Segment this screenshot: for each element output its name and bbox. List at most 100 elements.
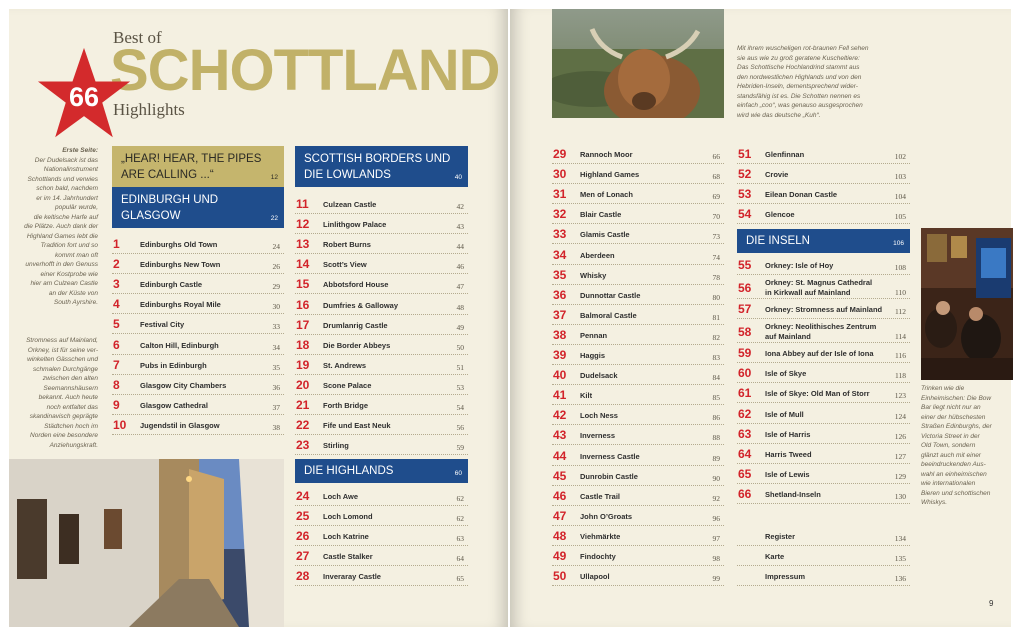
toc-entry[interactable]: 35 Whisky 78 <box>552 265 724 285</box>
toc-entry[interactable]: 34 Aberdeen 74 <box>552 245 724 265</box>
toc-entry[interactable]: 48 Viehmärkte 97 <box>552 526 724 546</box>
toc-entry[interactable]: 33 Glamis Castle 73 <box>552 224 724 244</box>
toc-entry[interactable]: 58 Orkney: Neolithisches Zentrum auf Mainl… <box>737 319 910 343</box>
toc-entry[interactable]: 5 Festival City 33 <box>112 314 284 334</box>
entry-label: Blair Castle <box>580 210 621 219</box>
toc-entry[interactable]: 39 Haggis 83 <box>552 345 724 365</box>
toc-entry[interactable]: 10 Jugendstil in Glasgow 38 <box>112 415 284 435</box>
toc-entry[interactable]: 51 Glenfinnan 102 <box>737 144 910 164</box>
entry-number: 24 <box>296 489 310 503</box>
toc-entry[interactable]: 9 Glasgow Cathedral 37 <box>112 395 284 415</box>
entry-page: 74 <box>712 253 721 262</box>
entry-number: 28 <box>296 569 310 583</box>
caption-line: Bar liegt nicht nur an <box>921 404 981 411</box>
toc-entry[interactable]: 40 Dudelsack 84 <box>552 365 724 385</box>
entry-number: 44 <box>553 449 567 463</box>
toc-entry[interactable]: 52 Crovie 103 <box>737 164 910 184</box>
toc-entry[interactable]: 54 Glencoe 105 <box>737 204 910 224</box>
caption-line: wahl an einheimischen <box>921 470 987 478</box>
toc-entry[interactable]: 7 Pubs in Edinburgh 35 <box>112 355 284 375</box>
entry-number: 10 <box>113 418 127 432</box>
toc-entry[interactable]: 26 Loch Katrine 63 <box>295 526 468 546</box>
section-highlands-header[interactable]: DIE HIGHLANDS 60 <box>295 459 468 483</box>
entry-label-line: Aberdeen <box>580 251 615 260</box>
toc-entry[interactable]: 62 Isle of Mull 124 <box>737 404 910 424</box>
toc-entry[interactable]: 14 Scott’s View 46 <box>295 254 468 274</box>
toc-entry[interactable]: 23 Stirling 59 <box>295 435 468 455</box>
toc-entry[interactable]: 56 Orkney: St. Magnus Cathedral in Kirkwal… <box>737 275 910 299</box>
toc-entry[interactable]: 22 Fife und East Neuk 56 <box>295 415 468 435</box>
toc-entry[interactable]: 43 Inverness 88 <box>552 425 724 445</box>
toc-entry[interactable]: 66 Shetland-Inseln 130 <box>737 484 910 504</box>
toc-entry[interactable]: 37 Balmoral Castle 81 <box>552 305 724 325</box>
toc-entry[interactable]: 59 Iona Abbey auf der Isle of Iona 116 <box>737 343 910 363</box>
entry-number: 39 <box>553 348 567 362</box>
toc-entry[interactable]: 13 Robert Burns 44 <box>295 234 468 254</box>
toc-entry[interactable]: 19 St. Andrews 51 <box>295 355 468 375</box>
toc-entry[interactable]: 46 Castle Trail 92 <box>552 486 724 506</box>
toc-entry[interactable]: 50 Ullapool 99 <box>552 566 724 586</box>
entry-label: Dudelsack <box>580 371 618 380</box>
section-page: 60 <box>454 470 462 477</box>
entry-page: 82 <box>712 333 721 342</box>
entry-number: 15 <box>296 277 310 291</box>
toc-entry[interactable]: 15 Abbotsford House 47 <box>295 274 468 294</box>
entry-label-line: Isle of Skye: Old Man of Storr <box>765 389 870 398</box>
entry-label-line: Edinburghs Old Town <box>140 240 218 249</box>
toc-entry[interactable]: 29 Rannoch Moor 66 <box>552 144 724 164</box>
toc-entry[interactable]: 17 Drumlanrig Castle 49 <box>295 315 468 335</box>
toc-entry[interactable]: 11 Culzean Castle 42 <box>295 194 468 214</box>
toc-entry[interactable]: 63 Isle of Harris 126 <box>737 424 910 444</box>
toc-entry[interactable]: Register 134 <box>737 526 910 546</box>
toc-entry[interactable]: 1 Edinburghs Old Town 24 <box>112 234 284 254</box>
toc-entry[interactable]: Impressum 136 <box>737 566 910 586</box>
toc-entry[interactable]: 65 Isle of Lewis 129 <box>737 464 910 484</box>
entry-page: 56 <box>456 423 465 432</box>
toc-entry[interactable]: 36 Dunnottar Castle 80 <box>552 285 724 305</box>
section-edinburgh-header[interactable]: EDINBURGH UND GLASGOW 22 <box>112 187 284 228</box>
toc-entry[interactable]: 55 Orkney: Isle of Hoy 108 <box>737 255 910 275</box>
toc-entry[interactable]: 8 Glasgow City Chambers 36 <box>112 375 284 395</box>
toc-entry[interactable]: 4 Edinburghs Royal Mile 30 <box>112 294 284 314</box>
toc-entry[interactable]: 49 Findochty 98 <box>552 546 724 566</box>
toc-entry[interactable]: 44 Inverness Castle 89 <box>552 446 724 466</box>
toc-entry[interactable]: 28 Inveraray Castle 65 <box>295 566 468 586</box>
toc-entry[interactable]: 3 Edinburgh Castle 29 <box>112 274 284 294</box>
entry-page: 44 <box>456 242 465 251</box>
entry-label-line: Whisky <box>580 271 607 280</box>
toc-entry[interactable]: 16 Dumfries & Galloway 48 <box>295 295 468 315</box>
toc-entry[interactable]: 12 Linlithgow Palace 43 <box>295 214 468 234</box>
toc-entry[interactable]: 42 Loch Ness 86 <box>552 405 724 425</box>
toc-entry[interactable]: 57 Orkney: Stromness auf Mainland 112 <box>737 299 910 319</box>
toc-entry[interactable]: 38 Pennan 82 <box>552 325 724 345</box>
toc-entry[interactable]: 45 Dunrobin Castle 90 <box>552 466 724 486</box>
toc-entry[interactable]: 6 Calton Hill, Edinburgh 34 <box>112 335 284 355</box>
toc-entry[interactable]: 27 Castle Stalker 64 <box>295 546 468 566</box>
section-intro-header[interactable]: „HEAR! HEAR, THE PIPES ARE CALLING ...“ … <box>112 146 284 187</box>
entry-label-line: Die Border Abbeys <box>323 341 391 350</box>
toc-entry[interactable]: 47 John O’Groats 96 <box>552 506 724 526</box>
toc-entry[interactable]: Karte 135 <box>737 546 910 566</box>
toc-entry[interactable]: 41 Kilt 85 <box>552 385 724 405</box>
entry-label-line: Fife und East Neuk <box>323 421 391 430</box>
toc-entry[interactable]: 25 Loch Lomond 62 <box>295 506 468 526</box>
toc-entry[interactable]: 60 Isle of Skye 118 <box>737 363 910 383</box>
toc-entry[interactable]: 53 Eilean Donan Castle 104 <box>737 184 910 204</box>
toc-entry[interactable]: 18 Die Border Abbeys 50 <box>295 335 468 355</box>
toc-entry[interactable]: 21 Forth Bridge 54 <box>295 395 468 415</box>
toc-entry[interactable]: 2 Edinburghs New Town 26 <box>112 254 284 274</box>
toc-entry[interactable]: 32 Blair Castle 70 <box>552 204 724 224</box>
section-inseln-header[interactable]: DIE INSELN 106 <box>737 229 910 253</box>
toc-entry[interactable]: 61 Isle of Skye: Old Man of Storr 123 <box>737 383 910 403</box>
section-title-line: GLASGOW <box>121 210 181 222</box>
toc-entry[interactable]: 20 Scone Palace 53 <box>295 375 468 395</box>
caption-line: sie aus wie zu groß geratene Kuscheltier… <box>737 54 860 62</box>
toc-entry[interactable]: 64 Harris Tweed 127 <box>737 444 910 464</box>
toc-entry[interactable]: 24 Loch Awe 62 <box>295 486 468 506</box>
entry-label: Loch Lomond <box>323 512 373 521</box>
toc-entry[interactable]: 30 Highland Games 68 <box>552 164 724 184</box>
toc-entry[interactable]: 31 Men of Lonach 69 <box>552 184 724 204</box>
entry-page: 42 <box>456 202 465 211</box>
section-borders-header[interactable]: SCOTTISH BORDERS UND DIE LOWLANDS 40 <box>295 146 468 187</box>
entry-label: Glamis Castle <box>580 230 630 239</box>
